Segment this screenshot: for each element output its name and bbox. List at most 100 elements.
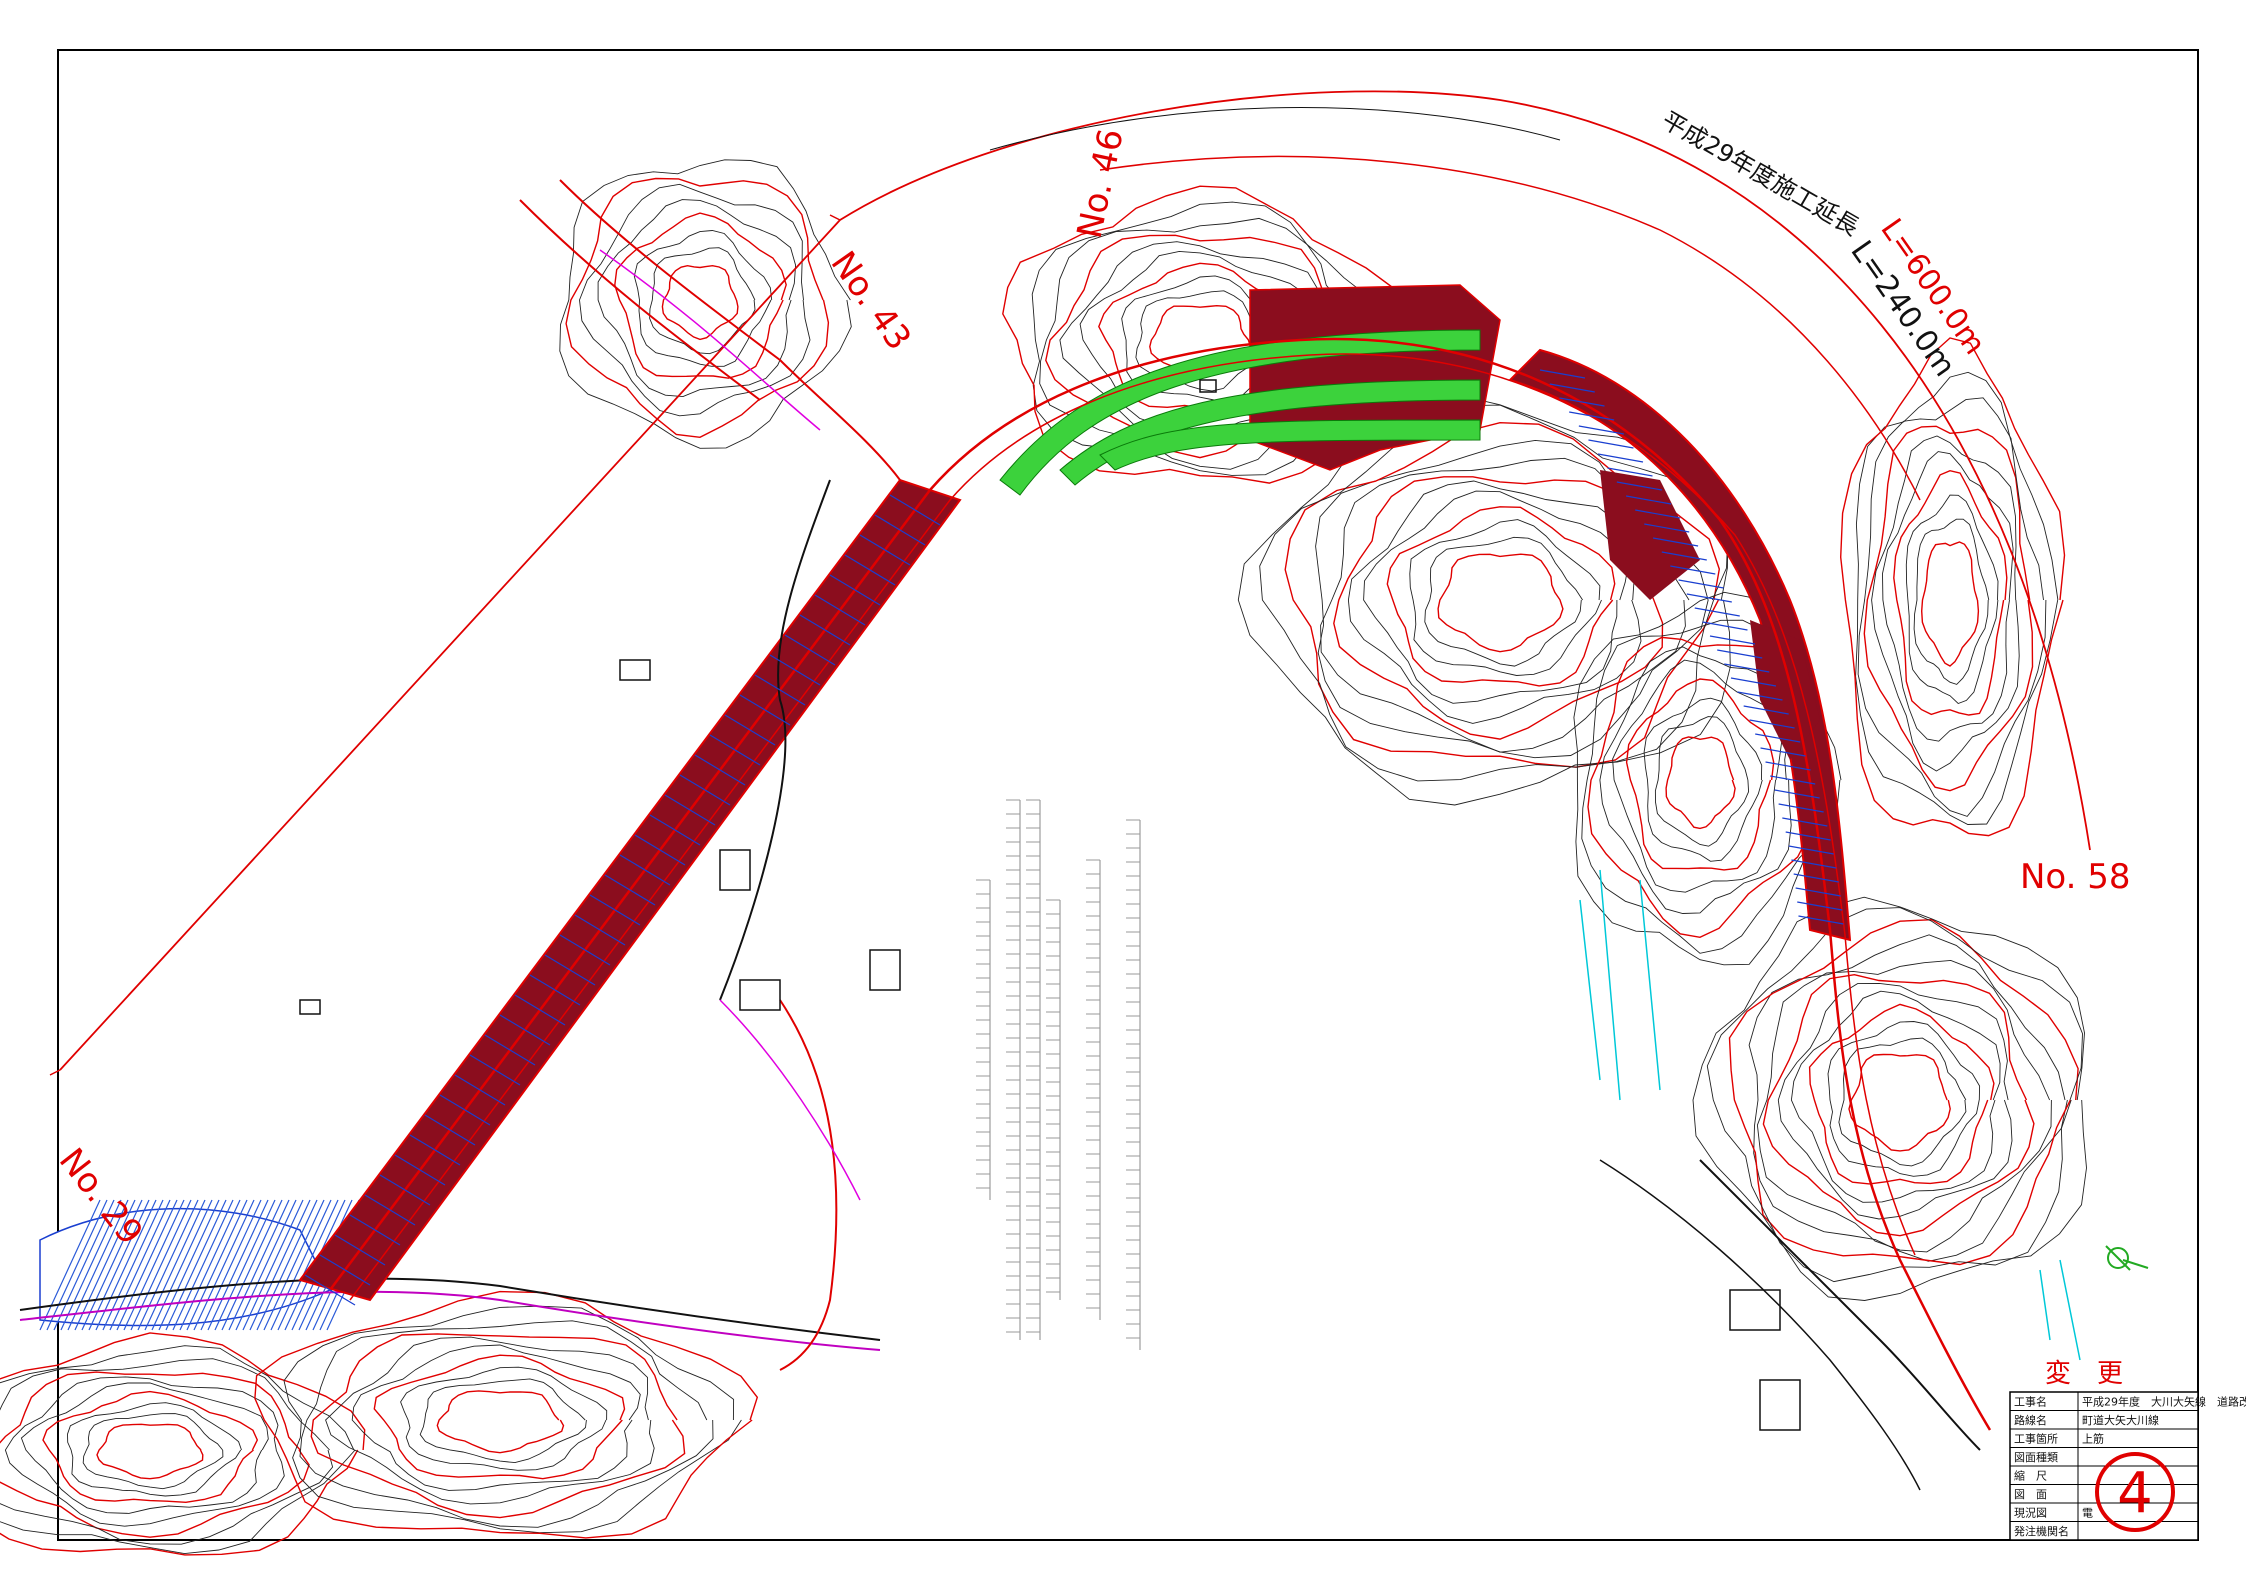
contour-line	[1855, 371, 2059, 825]
cross-section-tick	[1785, 831, 1831, 841]
contour-line	[1654, 716, 1750, 847]
contour-line	[0, 1358, 334, 1545]
building-outline	[739, 979, 781, 1011]
contour-line	[1031, 201, 1394, 476]
building-outline	[1199, 379, 1217, 393]
title-block-label: 図面種類	[2014, 1450, 2058, 1464]
hatch-line	[67, 1199, 129, 1331]
cross-section-tick	[1597, 453, 1644, 463]
hatch-line	[242, 1199, 304, 1331]
contour-line	[0, 1371, 310, 1538]
contour-line	[419, 1378, 587, 1464]
structures	[299, 379, 1801, 1431]
cross-section-tick	[319, 1254, 371, 1286]
contour-line	[373, 1354, 626, 1480]
hatch-line	[158, 1199, 220, 1331]
cross-section-tick	[529, 974, 581, 1006]
cross-section-tick	[1625, 495, 1672, 505]
cross-section-tick	[1782, 817, 1828, 827]
station-label-no43: No. 43	[823, 244, 919, 357]
cross-section-tick	[679, 774, 731, 806]
cross-section-tick	[454, 1074, 506, 1106]
cross-section-tick	[1737, 691, 1783, 701]
contour-line	[310, 1333, 686, 1519]
hatch-line	[102, 1199, 164, 1331]
cross-section-tick	[724, 714, 776, 746]
cross-section-tick	[664, 794, 716, 826]
contour-line	[1871, 435, 2020, 772]
title-block-label: 工事名	[2014, 1395, 2047, 1409]
contour-line	[400, 1366, 608, 1471]
cross-section-tick	[754, 674, 806, 706]
contour-line	[1259, 404, 1729, 782]
contour-line	[614, 212, 787, 379]
cross-section-tick	[1588, 439, 1634, 449]
cross-section-tick	[1644, 523, 1690, 533]
contour-line	[1386, 506, 1616, 687]
contour-line	[1839, 337, 2066, 837]
contour-line	[82, 1413, 224, 1490]
cross-section-tick	[559, 934, 611, 966]
contour-line	[254, 1290, 759, 1539]
alignment-centerline	[329, 337, 1992, 1431]
contour-line	[633, 230, 773, 367]
cross-section-tick	[634, 834, 686, 866]
cross-section-tick	[844, 554, 896, 586]
cross-section-tick	[484, 1034, 536, 1066]
cross-section-tick	[799, 614, 851, 646]
slope-strip-green-3	[1099, 419, 1481, 471]
contour-line	[1315, 439, 1709, 759]
sheet-number: 4	[2117, 1461, 2153, 1526]
hatch-line	[249, 1199, 311, 1331]
construction-extent-arc-mid	[989, 107, 1561, 151]
hatch-line	[270, 1199, 332, 1331]
building-outline	[299, 999, 321, 1015]
cross-section-tick	[604, 874, 656, 906]
contour-line	[565, 177, 830, 439]
cyan-utility-line	[1579, 869, 1661, 1101]
hatch-line	[207, 1199, 269, 1331]
cyan-utility-line	[2039, 1259, 2081, 1361]
cross-section-tick	[1702, 621, 1748, 631]
hatch-line	[144, 1199, 206, 1331]
cross-section-tick	[1791, 859, 1837, 869]
contour-line	[579, 183, 811, 417]
hatch-line	[235, 1199, 297, 1331]
cross-section-tick	[829, 574, 881, 606]
contour-line	[1748, 934, 2068, 1262]
cut-area-dark-north	[1249, 284, 1501, 471]
contour-line	[1762, 973, 2035, 1237]
cross-section-tick	[1559, 397, 1605, 407]
hatch-line	[200, 1199, 262, 1331]
cross-section-tick	[589, 894, 641, 926]
contour-line	[1320, 457, 1690, 753]
contour-line	[436, 1390, 565, 1454]
contour-line	[1893, 469, 2008, 716]
cross-section-tick	[694, 754, 746, 786]
red-road-line	[559, 179, 901, 481]
title-block-label: 発注機関名	[2014, 1524, 2069, 1538]
contour-line	[1643, 697, 1763, 862]
contour-line	[1706, 907, 2083, 1283]
contour-line	[1920, 541, 1980, 667]
building-outline	[869, 949, 901, 991]
contour-line	[1424, 536, 1583, 667]
cross-section-tick	[1549, 383, 1595, 393]
title-block-label: 現況図	[2014, 1506, 2047, 1520]
lower-left-road	[19, 1290, 881, 1351]
hatch-line	[263, 1199, 325, 1331]
change-stamp: 変 更	[2045, 1359, 2123, 1389]
hatch-line	[81, 1199, 143, 1331]
contour-line	[1002, 185, 1407, 484]
station-label-no46: No. 46	[1070, 125, 1132, 241]
contour-line	[0, 1345, 356, 1555]
contour-line	[1777, 982, 2013, 1220]
cross-section-tick	[1652, 537, 1699, 547]
detail-lines	[304, 179, 2081, 1361]
contour-line	[1728, 918, 2079, 1266]
magenta-line	[599, 249, 861, 1201]
construction-extent-bracket	[49, 214, 841, 1076]
north-arrow-icon	[2105, 1245, 2149, 1271]
contour-line	[1363, 490, 1630, 704]
contour-line	[559, 159, 852, 449]
